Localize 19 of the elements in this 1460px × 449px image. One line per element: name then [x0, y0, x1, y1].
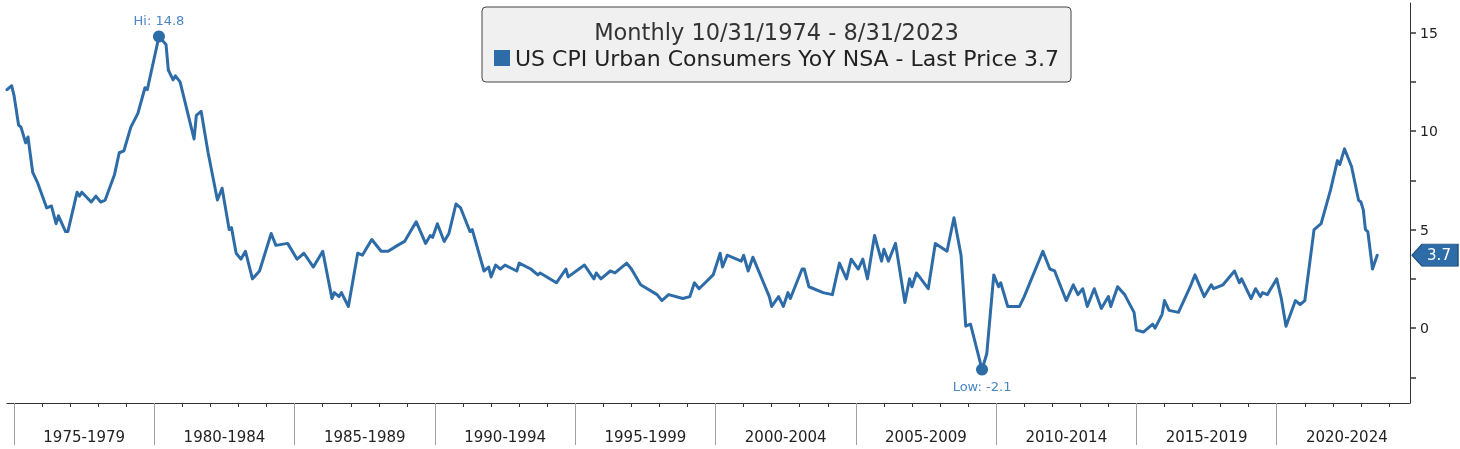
x-tick-label: 2015-2019: [1165, 427, 1248, 446]
text: 3.7: [1427, 246, 1451, 265]
x-tick-label: 2005-2009: [885, 427, 967, 446]
x-tick-label: 2020-2024: [1305, 427, 1388, 446]
annotation: Low: -2.1: [952, 378, 1012, 394]
x-tick-label: 2000-2004: [744, 427, 827, 446]
x-tick-label: 1990-1994: [464, 427, 546, 446]
y-tick-label: 15: [1420, 24, 1438, 41]
x-tick-label: 1980-1984: [183, 427, 266, 446]
x-tick-label: 1975-1979: [43, 427, 126, 446]
y-tick-label: 5: [1420, 221, 1429, 238]
legend-label: US CPI Urban Consumers YoY NSA - Last Price 3.7: [515, 45, 1060, 71]
text: Monthly 10/31/1974 - 8/31/2023: [594, 19, 959, 45]
x-tick-label: 2010-2014: [1025, 427, 1108, 446]
y-tick-label: 0: [1420, 320, 1429, 337]
x-tick-label: 1985-1989: [323, 427, 406, 446]
x-tick-label: 1995-1999: [604, 427, 687, 446]
annotation: Hi: 14.8: [133, 13, 185, 29]
y-tick-label: 10: [1420, 123, 1438, 140]
